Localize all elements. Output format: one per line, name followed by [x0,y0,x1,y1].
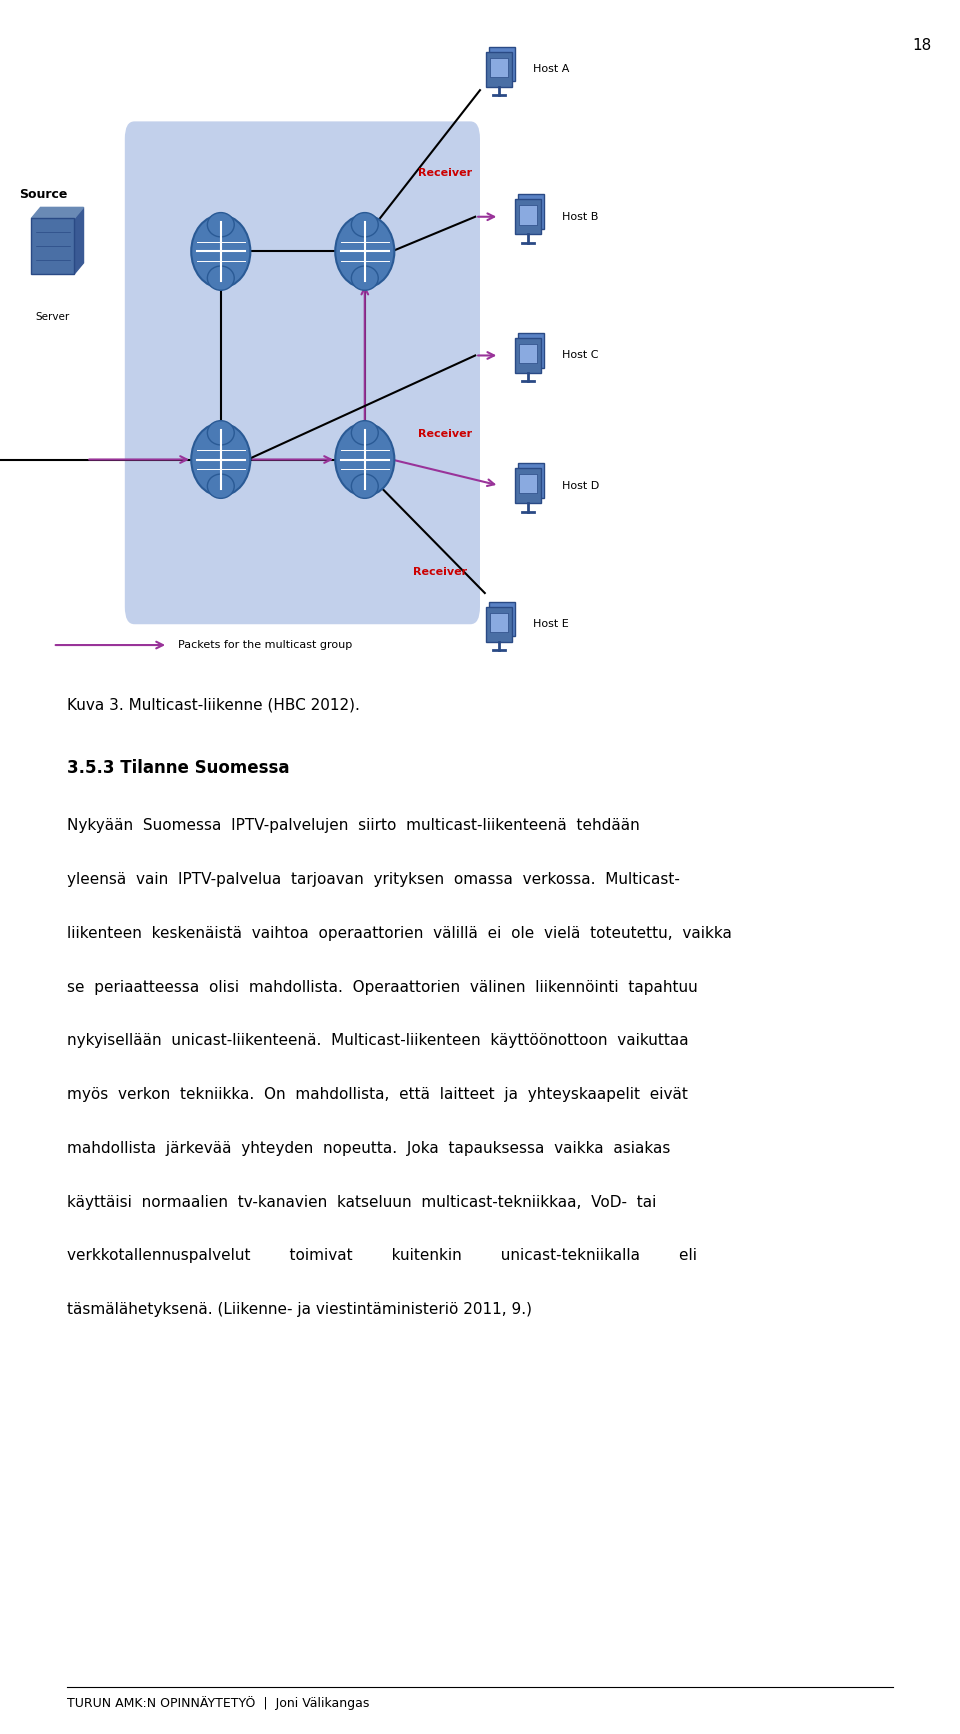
Text: 3.5.3 Tilanne Suomessa: 3.5.3 Tilanne Suomessa [67,759,290,777]
Text: TURUN AMK:N OPINNÄYTETYÖ  |  Joni Välikangas: TURUN AMK:N OPINNÄYTETYÖ | Joni Välikang… [67,1696,370,1710]
Ellipse shape [207,265,234,290]
Text: se  periaatteessa  olisi  mahdollista.  Operaattorien  välinen  liikennöinti  ta: se periaatteessa olisi mahdollista. Oper… [67,980,698,995]
FancyBboxPatch shape [515,338,541,373]
Text: Host E: Host E [533,619,568,629]
FancyBboxPatch shape [515,468,541,503]
Ellipse shape [191,215,251,288]
FancyBboxPatch shape [518,343,538,362]
FancyBboxPatch shape [517,333,544,368]
FancyBboxPatch shape [518,206,538,225]
Text: Nykyään  Suomessa  IPTV-palvelujen  siirto  multicast-liikenteenä  tehdään: Nykyään Suomessa IPTV-palvelujen siirto … [67,818,640,834]
Ellipse shape [335,215,395,288]
Ellipse shape [351,213,378,238]
Text: verkkotallennuspalvelut        toimivat        kuitenkin        unicast-tekniika: verkkotallennuspalvelut toimivat kuitenk… [67,1248,697,1264]
FancyBboxPatch shape [489,602,516,636]
FancyBboxPatch shape [486,607,513,642]
Text: liikenteen  keskenäistä  vaihtoa  operaattorien  välillä  ei  ole  vielä  toteut: liikenteen keskenäistä vaihtoa operaatto… [67,926,732,942]
Text: Packets for the multicast group: Packets for the multicast group [178,640,352,650]
Ellipse shape [207,213,234,238]
FancyBboxPatch shape [486,52,513,87]
Text: Receiver: Receiver [413,567,467,577]
Text: täsmälähetyksenä. (Liikenne- ja viestintäministeriö 2011, 9.): täsmälähetyksenä. (Liikenne- ja viestint… [67,1302,532,1318]
Text: Kuva 3. Multicast-liikenne (HBC 2012).: Kuva 3. Multicast-liikenne (HBC 2012). [67,697,360,713]
Ellipse shape [207,421,234,446]
Ellipse shape [207,473,234,498]
FancyBboxPatch shape [517,194,544,229]
Text: nykyisellään  unicast-liikenteenä.  Multicast-liikenteen  käyttöönottoon  vaikut: nykyisellään unicast-liikenteenä. Multic… [67,1033,689,1049]
Polygon shape [74,208,84,274]
FancyBboxPatch shape [517,463,544,498]
Text: Host B: Host B [562,212,598,222]
Text: myös  verkon  tekniikka.  On  mahdollista,  että  laitteet  ja  yhteyskaapelit  : myös verkon tekniikka. On mahdollista, e… [67,1087,688,1103]
Ellipse shape [191,423,251,496]
Ellipse shape [351,265,378,290]
Text: Receiver: Receiver [418,168,471,179]
Text: Receiver: Receiver [418,428,471,439]
FancyBboxPatch shape [518,473,538,494]
Polygon shape [32,208,84,218]
FancyBboxPatch shape [489,47,516,81]
Text: käyttäisi  normaalien  tv-kanavien  katseluun  multicast-tekniikkaa,  VoD-  tai: käyttäisi normaalien tv-kanavien katselu… [67,1195,657,1210]
Text: Host D: Host D [562,480,599,491]
FancyBboxPatch shape [125,121,480,624]
Text: mahdollista  järkevää  yhteyden  nopeutta.  Joka  tapauksessa  vaikka  asiakas: mahdollista järkevää yhteyden nopeutta. … [67,1141,671,1157]
FancyBboxPatch shape [490,614,509,633]
Text: Server: Server [36,312,70,323]
Ellipse shape [335,423,395,496]
Text: Host C: Host C [562,350,598,361]
Text: Source: Source [19,187,67,201]
Ellipse shape [351,421,378,446]
Text: Host A: Host A [533,64,569,75]
FancyBboxPatch shape [490,59,509,78]
Ellipse shape [351,473,378,498]
FancyBboxPatch shape [515,199,541,234]
Text: yleensä  vain  IPTV-palvelua  tarjoavan  yrityksen  omassa  verkossa.  Multicast: yleensä vain IPTV-palvelua tarjoavan yri… [67,872,680,888]
FancyBboxPatch shape [32,218,74,274]
Text: 18: 18 [912,38,931,54]
